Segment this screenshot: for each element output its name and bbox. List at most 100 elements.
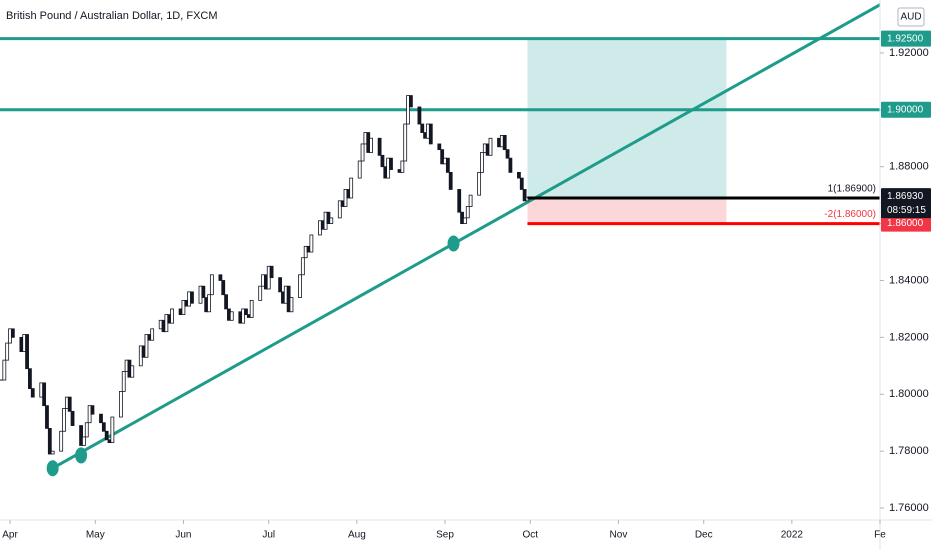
candle [329, 217, 334, 224]
candle [505, 149, 510, 159]
candle [67, 396, 72, 412]
candle [190, 291, 194, 304]
candle [221, 280, 226, 296]
price-badge-label: 1.90000 [887, 104, 924, 115]
currency[interactable]: AUD [900, 12, 921, 23]
candle [79, 425, 83, 446]
candle [465, 206, 470, 219]
currency-box[interactable] [897, 7, 925, 27]
stop-label: -2(1.86000) [824, 209, 876, 220]
candle [121, 371, 126, 392]
chart-title: British Pound / Australian Dollar, 1D, F… [6, 10, 218, 22]
candle [269, 265, 274, 279]
x-tick-label: Nov [610, 530, 628, 541]
candle [181, 299, 186, 316]
candle [101, 422, 106, 432]
candle [463, 217, 467, 224]
candle [298, 274, 302, 298]
y-tick-label: 1.80000 [889, 388, 929, 400]
candle [440, 149, 445, 165]
axes: 1.76000 1.78000 1.80000 1.82000 1.84000 1.860… [2, 30, 931, 541]
candle [47, 428, 52, 455]
x-tick-label: Jul [262, 530, 275, 541]
x-tick-label: Sep [436, 530, 454, 541]
candle [99, 413, 103, 424]
candle [380, 154, 385, 168]
candle [104, 430, 109, 441]
pivot-marker [447, 235, 460, 252]
candle [477, 171, 482, 196]
entry-label: 1(1.86900) [828, 184, 876, 195]
candle [377, 137, 382, 156]
candle [201, 285, 206, 298]
y-tick-label: 1.82000 [889, 331, 929, 343]
y-tick-label: 1.78000 [889, 445, 929, 457]
candle [224, 294, 228, 310]
x-tick-label: Jun [175, 530, 191, 541]
candle [70, 410, 75, 426]
candle [445, 157, 450, 173]
x-tick-label: May [86, 530, 105, 541]
target-zone [527, 38, 727, 198]
x-tick-label: Fe [874, 530, 886, 541]
candle [209, 274, 214, 296]
candle [90, 405, 95, 415]
candle [45, 405, 49, 429]
candle [400, 160, 405, 173]
pivot-marker [75, 447, 88, 464]
candle [437, 143, 442, 151]
countdown: 08:59:15 [887, 205, 926, 216]
candle [144, 334, 149, 358]
candle [130, 365, 135, 378]
last-price-label: 1.86930 [887, 191, 924, 202]
candle [403, 123, 408, 162]
candle [150, 328, 155, 341]
candle [369, 137, 373, 153]
candle [517, 171, 521, 179]
candle [278, 277, 283, 293]
y-tick-label: 1.76000 [889, 502, 929, 514]
candle [244, 308, 248, 316]
candle [420, 123, 425, 133]
candle [406, 95, 410, 125]
x-tick-label: 2022 [781, 530, 804, 541]
price-badge-label: 1.86000 [887, 218, 924, 229]
candle [349, 177, 354, 199]
candle [241, 308, 246, 324]
candle [110, 416, 115, 444]
candle [389, 157, 393, 170]
x-tick-label: Apr [2, 530, 18, 541]
candle [417, 106, 422, 125]
x-tick-label: Oct [523, 530, 539, 541]
trendline [51, 3, 880, 470]
candle [30, 388, 35, 398]
y-tick-label: 1.88000 [889, 161, 929, 173]
candle [357, 160, 362, 179]
x-tick-label: Dec [695, 530, 713, 541]
candle [300, 257, 305, 276]
candle [408, 95, 413, 108]
candle [249, 299, 254, 318]
candle [229, 311, 234, 321]
candle [5, 342, 10, 361]
x-tick-label: Aug [348, 530, 366, 541]
candle [519, 177, 524, 190]
candle [488, 137, 493, 156]
candle [289, 297, 294, 313]
candle [508, 157, 513, 173]
candle [170, 308, 174, 324]
stop-zone [527, 197, 727, 224]
price-badge [881, 30, 931, 47]
candle [82, 436, 86, 446]
candle [468, 194, 473, 207]
candle [42, 382, 47, 407]
candle [62, 408, 66, 432]
candle [337, 200, 342, 219]
candle [218, 274, 223, 281]
candle [480, 152, 484, 173]
price-badge-label: 1.92500 [887, 33, 924, 44]
pivot-marker [46, 460, 59, 477]
candle [207, 294, 211, 313]
